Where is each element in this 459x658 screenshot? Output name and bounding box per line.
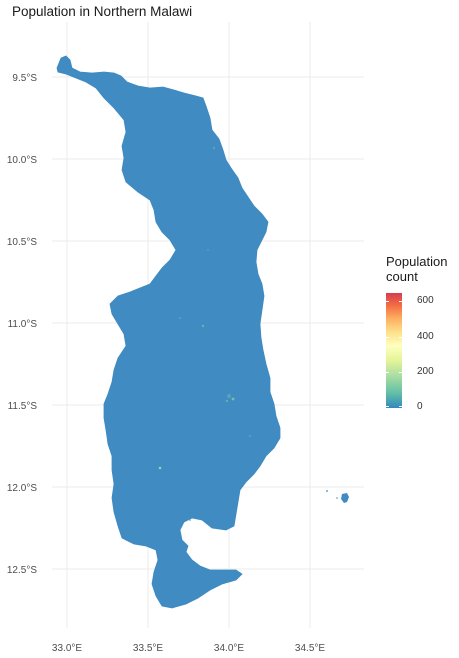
legend-tickmark-0-left bbox=[386, 406, 389, 407]
hotspot-mzimba bbox=[158, 466, 162, 470]
y-tick-11: 11.0°S bbox=[8, 319, 38, 330]
legend-tickmark-200-right bbox=[399, 372, 402, 373]
hotspot-nkhata bbox=[249, 435, 251, 437]
hotspot-chitipa bbox=[179, 317, 181, 319]
region-islet-east bbox=[341, 493, 349, 503]
y-tick-12: 12.0°S bbox=[7, 483, 37, 494]
legend-tickmark-200-left bbox=[386, 372, 389, 373]
hotspot-karonga bbox=[212, 146, 216, 150]
axis-labels: 33.0°E 33.5°E 34.0°E 34.5°E 9.5°S 10.0°S… bbox=[7, 73, 326, 654]
hotspot-mzuzu-3 bbox=[225, 399, 229, 403]
y-tick-10: 10.0°S bbox=[7, 155, 37, 166]
x-tick-33-5: 33.5°E bbox=[133, 643, 163, 654]
legend-tick-0: 0 bbox=[417, 401, 423, 412]
legend-tickmark-400-right bbox=[399, 337, 402, 338]
y-tick-9-5: 9.5°S bbox=[12, 73, 37, 84]
legend-tickmark-600-left bbox=[386, 301, 389, 302]
region-islet-dot-2 bbox=[336, 497, 338, 499]
legend-title: Population count bbox=[386, 254, 456, 284]
region-islet-dot-1 bbox=[326, 490, 328, 492]
y-tick-10-5: 10.5°S bbox=[7, 237, 37, 248]
hotspot-misc-2 bbox=[207, 249, 209, 251]
legend-colorbar bbox=[386, 293, 402, 408]
northern-malawi-region bbox=[56, 55, 349, 609]
hotspot-mzuzu-1 bbox=[227, 394, 231, 398]
hotspot-misc-1 bbox=[189, 519, 191, 521]
legend-tick-600: 600 bbox=[417, 295, 434, 306]
legend-tick-400: 400 bbox=[417, 331, 434, 342]
x-tick-33: 33.0°E bbox=[52, 643, 82, 654]
x-tick-34-5: 34.5°E bbox=[295, 643, 325, 654]
hotspot-mzuzu-2 bbox=[231, 397, 235, 401]
hotspot-rumphi bbox=[201, 324, 205, 328]
x-tick-34: 34.0°E bbox=[214, 643, 244, 654]
legend-tickmark-600-right bbox=[399, 301, 402, 302]
legend-tickmark-400-left bbox=[386, 337, 389, 338]
region-main-shape bbox=[56, 55, 281, 609]
y-tick-11-5: 11.5°S bbox=[8, 401, 38, 412]
region-islet-dot-3 bbox=[115, 299, 117, 301]
y-tick-12-5: 12.5°S bbox=[7, 565, 37, 576]
legend-tick-200: 200 bbox=[417, 366, 434, 377]
legend-title-line: count bbox=[386, 269, 418, 284]
plot-title: Population in Northern Malawi bbox=[12, 4, 193, 19]
legend-tickmark-0-right bbox=[399, 406, 402, 407]
legend-title-line: Population bbox=[386, 254, 448, 269]
population-hotspots bbox=[158, 146, 251, 521]
